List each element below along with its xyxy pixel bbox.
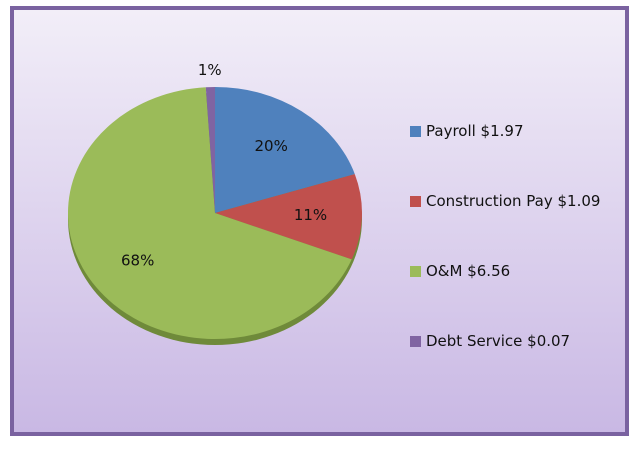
legend-swatch bbox=[410, 336, 421, 347]
data-label: 1% bbox=[198, 61, 222, 79]
legend-label: Debt Service $0.07 bbox=[426, 332, 571, 350]
legend-label: O&M $6.56 bbox=[426, 262, 511, 280]
legend-item: O&M $6.56 bbox=[410, 262, 610, 280]
data-label: 11% bbox=[294, 206, 327, 224]
legend-label: Payroll $1.97 bbox=[426, 122, 524, 140]
legend-swatch bbox=[410, 196, 421, 207]
legend-label: Construction Pay $1.09 bbox=[426, 192, 601, 210]
legend-swatch bbox=[410, 126, 421, 137]
data-label: 68% bbox=[121, 252, 154, 270]
legend-item: Payroll $1.97 bbox=[410, 122, 610, 140]
pie-slice bbox=[68, 87, 352, 340]
pie-slice bbox=[205, 87, 215, 213]
legend-item: Construction Pay $1.09 bbox=[410, 192, 610, 210]
data-label: 20% bbox=[254, 137, 287, 155]
pie-slice bbox=[215, 87, 355, 213]
legend-swatch bbox=[410, 266, 421, 277]
legend-item: Debt Service $0.07 bbox=[410, 332, 610, 350]
pie-slice bbox=[215, 174, 362, 260]
